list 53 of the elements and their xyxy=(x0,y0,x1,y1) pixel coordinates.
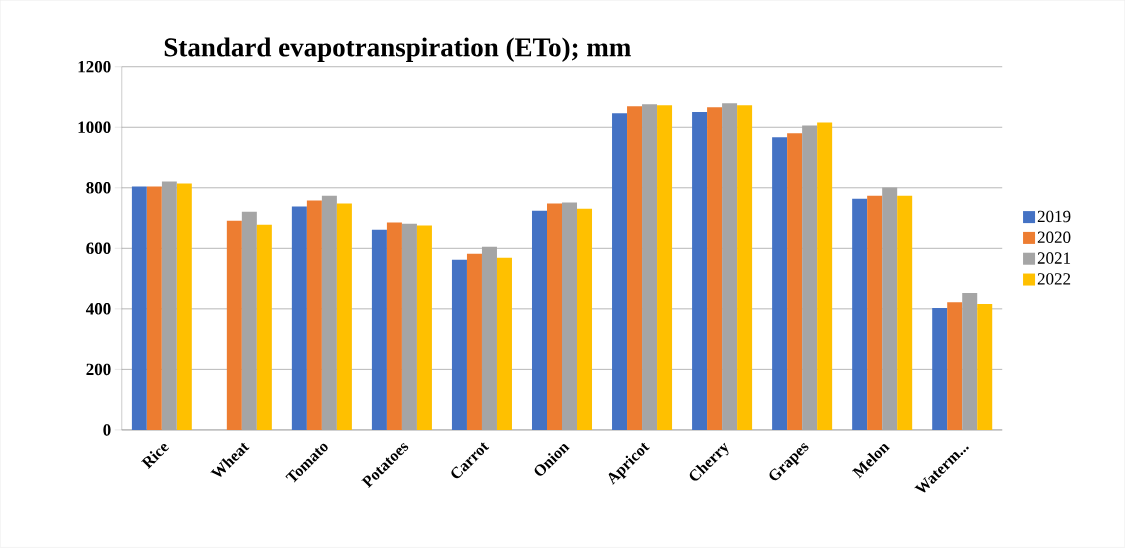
bar xyxy=(947,302,963,431)
bar xyxy=(451,259,467,431)
bar xyxy=(386,222,402,431)
bar xyxy=(321,195,337,431)
bar xyxy=(867,195,883,431)
bar xyxy=(291,206,307,431)
y-tick-label: 800 xyxy=(86,182,111,194)
bar xyxy=(306,200,322,431)
legend-label: 2019 xyxy=(1037,210,1071,223)
bar xyxy=(657,105,673,431)
bar xyxy=(131,186,147,431)
bar xyxy=(707,107,723,431)
bar xyxy=(146,186,162,431)
bar xyxy=(256,224,272,431)
legend-label: 2021 xyxy=(1037,252,1071,264)
bar xyxy=(562,202,578,431)
y-tick-label: 600 xyxy=(86,242,111,255)
bar xyxy=(932,308,948,431)
bar xyxy=(642,104,658,431)
bar xyxy=(722,103,738,431)
bar xyxy=(336,203,352,431)
bar xyxy=(371,230,387,431)
bar xyxy=(692,112,708,431)
x-tick-label: Rice xyxy=(141,444,169,470)
y-tick-label: 400 xyxy=(85,303,111,315)
bar xyxy=(226,220,242,431)
bar xyxy=(416,225,432,431)
chart-title: Standard evapotranspiration (ETo); mm xyxy=(164,37,631,63)
legend-label: 2020 xyxy=(1037,231,1071,244)
bar xyxy=(977,304,993,431)
bar xyxy=(531,210,547,431)
bar xyxy=(241,211,257,431)
bar xyxy=(547,203,563,431)
y-tick-label: 1000 xyxy=(78,121,111,134)
bar xyxy=(737,105,753,431)
bar xyxy=(627,106,643,431)
bar xyxy=(176,183,192,431)
bar xyxy=(612,113,628,431)
bar xyxy=(161,181,177,431)
y-tick-label: 0 xyxy=(103,424,111,436)
bar xyxy=(787,133,803,431)
bar xyxy=(466,253,482,431)
bar xyxy=(817,122,833,431)
bar xyxy=(852,198,868,431)
bar xyxy=(962,293,978,431)
legend-label: 2022 xyxy=(1037,273,1071,285)
bar xyxy=(401,223,417,431)
bar xyxy=(577,208,593,431)
bar xyxy=(897,195,913,431)
bar xyxy=(772,137,788,431)
y-tick-label: 1200 xyxy=(78,61,111,73)
y-tick-label: 200 xyxy=(86,363,111,376)
bar xyxy=(496,257,512,431)
